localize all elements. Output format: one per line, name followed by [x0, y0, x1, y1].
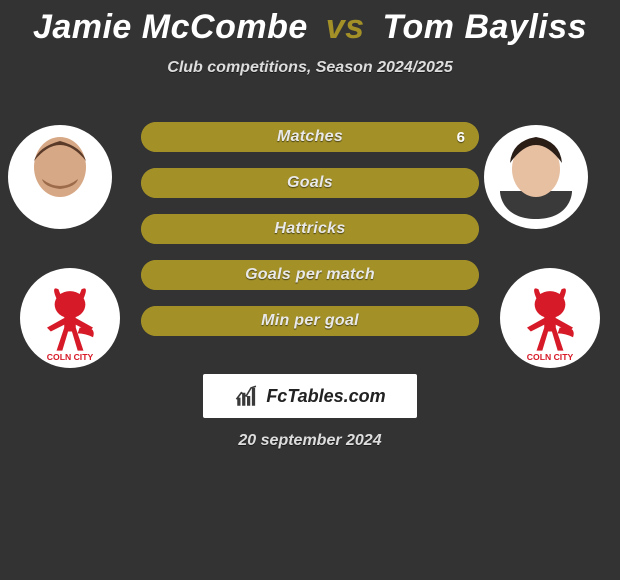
bar-value-left — [141, 168, 169, 198]
bar-value-left — [141, 214, 169, 244]
bar-value-right — [451, 260, 479, 290]
bar-value-left — [141, 122, 169, 152]
bar-value-right — [451, 214, 479, 244]
club-crest-left: COLN CITY — [20, 268, 120, 368]
bar-label: Goals per match — [141, 260, 479, 290]
comparison-card: Jamie McCombe vs Tom Bayliss Club compet… — [0, 0, 620, 580]
barchart-icon — [234, 383, 260, 409]
bar-label: Hattricks — [141, 214, 479, 244]
stat-bar: Matches6 — [141, 122, 479, 152]
subtitle: Club competitions, Season 2024/2025 — [0, 59, 620, 77]
crest-right-icon: COLN CITY — [502, 270, 598, 366]
player-avatar-right — [484, 125, 588, 229]
svg-text:COLN CITY: COLN CITY — [47, 352, 94, 362]
title-player-left: Jamie McCombe — [33, 8, 308, 46]
page-title: Jamie McCombe vs Tom Bayliss — [0, 8, 620, 47]
fctables-logo: FcTables.com — [203, 374, 417, 418]
avatar-left-icon — [10, 127, 110, 227]
bar-value-right: 6 — [443, 122, 479, 152]
bar-value-right — [451, 306, 479, 336]
stat-bar: Min per goal — [141, 306, 479, 336]
bar-label: Min per goal — [141, 306, 479, 336]
logo-text: FcTables.com — [266, 386, 385, 407]
player-avatar-left — [8, 125, 112, 229]
avatar-right-icon — [486, 127, 586, 227]
stat-bar: Hattricks — [141, 214, 479, 244]
title-vs: vs — [326, 8, 365, 46]
svg-text:COLN CITY: COLN CITY — [527, 352, 574, 362]
bar-label: Goals — [141, 168, 479, 198]
stat-bar: Goals per match — [141, 260, 479, 290]
title-player-right: Tom Bayliss — [383, 8, 588, 46]
bar-value-left — [141, 306, 169, 336]
club-crest-right: COLN CITY — [500, 268, 600, 368]
bar-value-left — [141, 260, 169, 290]
stat-bars: Matches6 Goals Hattricks Goals per match Min… — [141, 122, 479, 352]
bar-value-right — [451, 168, 479, 198]
stat-bar: Goals — [141, 168, 479, 198]
crest-left-icon: COLN CITY — [22, 270, 118, 366]
footer-date: 20 september 2024 — [238, 432, 381, 450]
bar-label: Matches — [141, 122, 479, 152]
